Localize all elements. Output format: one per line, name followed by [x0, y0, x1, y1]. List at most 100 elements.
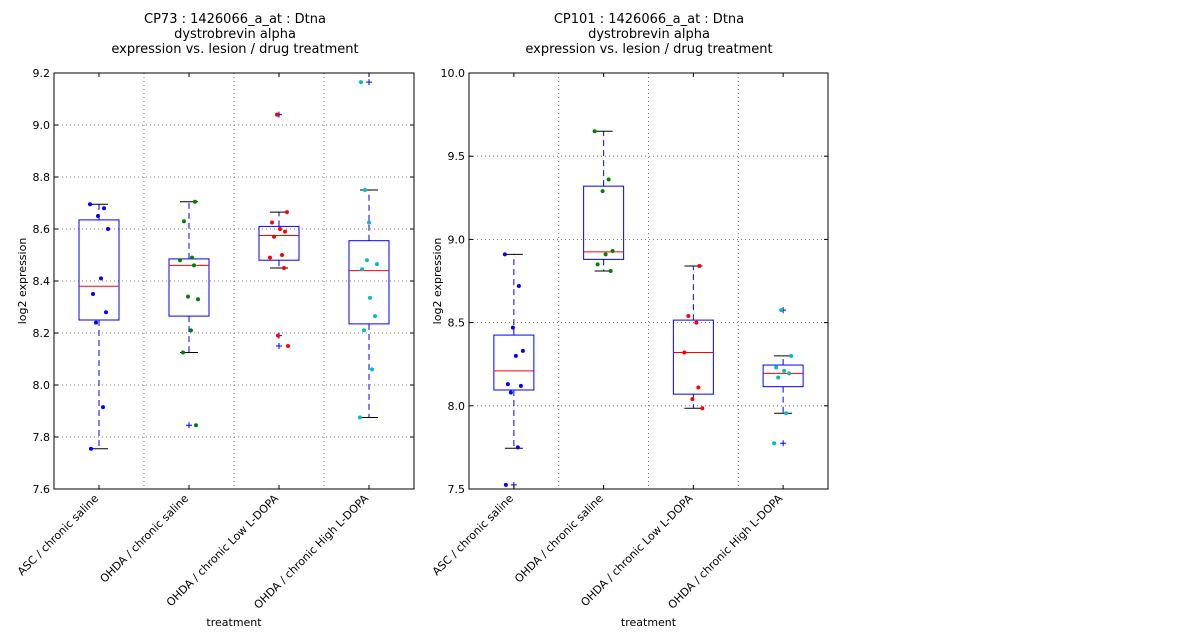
data-point [285, 210, 289, 215]
data-point [610, 249, 615, 254]
data-point [104, 310, 108, 315]
data-point [89, 446, 93, 451]
box-3 [672, 265, 714, 409]
flier-marker [276, 343, 282, 349]
data-point [518, 383, 523, 388]
data-point [513, 353, 518, 358]
data-point [373, 314, 377, 319]
box-4 [762, 307, 804, 447]
data-point [520, 348, 525, 353]
plot-frame [468, 72, 829, 490]
chart-panel-2: CP101 : 1426066_a_at : Dtnadystrobrevin … [430, 12, 829, 629]
box-2 [583, 130, 625, 272]
data-point [782, 368, 787, 373]
data-point [99, 276, 103, 281]
y-tick-label: 8.6 [33, 223, 51, 236]
box-4 [348, 79, 390, 418]
data-point [181, 350, 185, 355]
data-point [515, 445, 520, 450]
plot-frame [53, 72, 415, 490]
data-point [595, 262, 600, 267]
y-tick-label: 9.2 [33, 67, 51, 80]
chart-title-line: CP73 : 1426066_a_at : Dtna [144, 12, 326, 27]
data-point [696, 385, 701, 390]
chart-title-line: CP101 : 1426066_a_at : Dtna [554, 12, 744, 27]
y-tick-label: 8.0 [33, 379, 51, 392]
data-point [603, 252, 608, 257]
data-point [608, 269, 613, 274]
data-point [508, 390, 513, 395]
data-point [776, 375, 781, 380]
y-tick-label: 8.2 [33, 327, 51, 340]
y-tick-label: 7.5 [448, 483, 466, 496]
data-point [102, 206, 106, 211]
data-point [686, 313, 691, 318]
y-tick-label: 8.0 [448, 400, 466, 413]
data-point [360, 267, 364, 272]
y-tick-label: 9.5 [448, 150, 466, 163]
data-point [94, 320, 98, 325]
data-point [697, 264, 702, 269]
data-point [370, 367, 374, 372]
data-point [774, 365, 779, 370]
data-point [505, 382, 510, 387]
data-point [690, 397, 695, 402]
data-point [789, 353, 794, 358]
flier-marker [780, 440, 787, 447]
y-tick-label: 7.8 [33, 431, 51, 444]
data-point [592, 129, 597, 134]
data-point [362, 328, 366, 333]
x-tick-label: OHDA / chronic saline [512, 492, 606, 586]
data-point [502, 252, 507, 257]
box-1 [78, 203, 120, 450]
chart-title-line: expression vs. lesion / drug treatment [111, 42, 358, 57]
data-point [189, 328, 193, 333]
data-point [275, 112, 279, 117]
data-point [193, 199, 197, 204]
data-point [779, 308, 784, 313]
data-point [784, 411, 789, 416]
y-axis-label: log2 expression [431, 238, 444, 325]
data-point [375, 262, 379, 267]
data-point [101, 405, 105, 410]
data-point [365, 258, 369, 263]
data-point [196, 297, 200, 302]
data-point [606, 177, 611, 182]
data-point [358, 415, 362, 420]
iqr-box [258, 225, 300, 261]
flier-marker [186, 422, 192, 429]
data-point [787, 371, 792, 376]
iqr-box [78, 219, 120, 321]
data-point [682, 350, 687, 355]
data-point [286, 344, 290, 348]
x-tick-label: ASC / chronic saline [430, 492, 516, 578]
iqr-box [762, 364, 804, 388]
data-point [88, 202, 92, 207]
data-point [510, 325, 515, 330]
flier-marker [366, 79, 372, 86]
iqr-box [493, 334, 535, 391]
y-axis-label: log2 expression [16, 238, 29, 325]
y-tick-label: 8.5 [448, 317, 466, 330]
data-point [190, 255, 194, 260]
data-point [368, 295, 372, 300]
data-point [186, 294, 190, 299]
x-axis-label: treatment [206, 616, 262, 629]
data-point [106, 227, 110, 231]
data-point [178, 258, 182, 263]
data-point [363, 188, 367, 192]
data-point [194, 423, 198, 428]
box-1 [493, 253, 535, 488]
data-point [503, 482, 508, 487]
y-tick-label: 9.0 [448, 233, 466, 246]
data-point [359, 80, 363, 85]
data-point [283, 229, 287, 234]
data-point [280, 253, 284, 257]
data-point [192, 263, 196, 268]
iqr-box [168, 258, 210, 317]
data-point [700, 406, 705, 411]
chart-title-line: expression vs. lesion / drug treatment [525, 42, 772, 57]
x-tick-label: OHDA / chronic saline [98, 492, 192, 586]
